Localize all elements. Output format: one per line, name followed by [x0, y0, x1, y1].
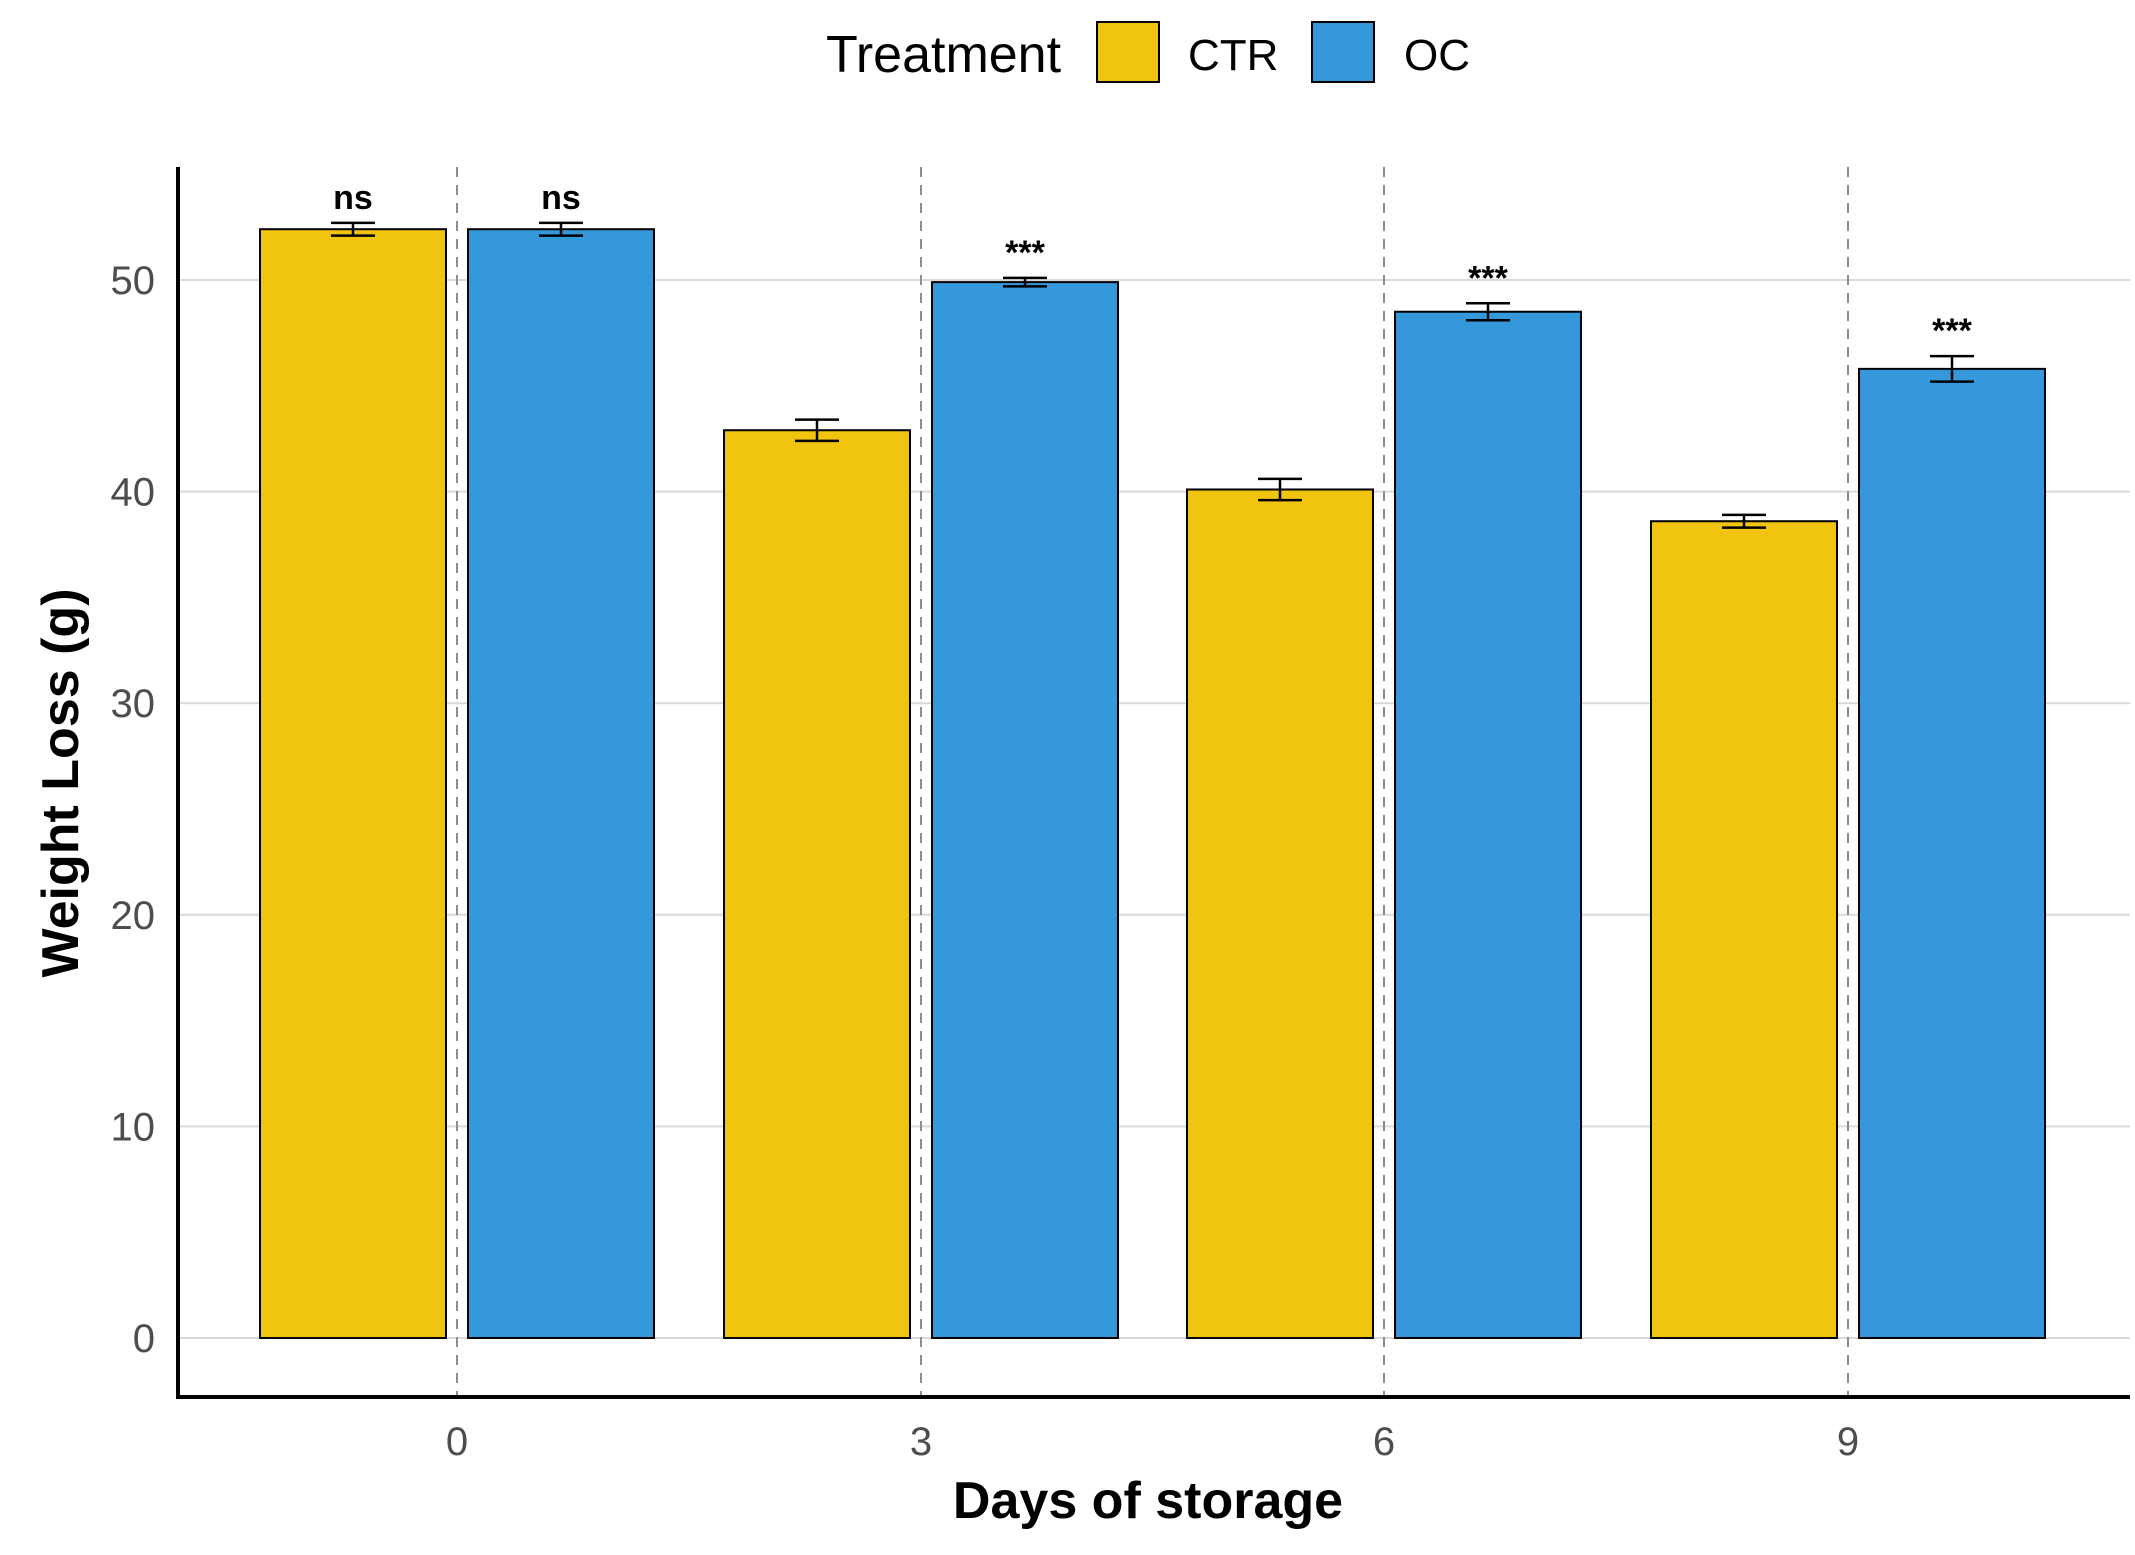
y-axis-title: Weight Loss (g)	[32, 588, 90, 977]
significance-label-ctr-day-0: ns	[333, 179, 373, 217]
x-tick-label: 0	[446, 1420, 468, 1464]
tick-labels: 0 10 20 30 40 50 0 3 6 9	[111, 259, 1860, 1464]
significance-label-day-9: ***	[1932, 312, 1972, 350]
error-bar-oc-day-3	[1003, 276, 1047, 288]
bar-oc-day-3	[931, 281, 1119, 1340]
legend-swatch-ctr	[1096, 21, 1160, 83]
bar-ctr-day-6	[1186, 488, 1374, 1339]
error-bar-oc-day-9	[1930, 354, 1974, 383]
legend-swatch-oc	[1311, 21, 1375, 83]
error-bar-oc-day-0	[539, 221, 583, 237]
category-separators	[456, 167, 1849, 1397]
error-bar-oc-day-6	[1466, 302, 1510, 322]
y-tick-label: 20	[111, 894, 156, 938]
bar-oc-day-6	[1394, 310, 1582, 1339]
y-tick-label: 30	[111, 682, 156, 726]
x-tick-label: 6	[1373, 1420, 1395, 1464]
bar-ctr-day-0	[259, 228, 447, 1340]
bar-ctr-day-9	[1650, 520, 1838, 1339]
x-tick-label: 9	[1837, 1420, 1859, 1464]
significance-labels: ns *** *** *** ns	[333, 179, 1972, 350]
y-tick-label: 0	[133, 1317, 155, 1361]
legend-title: Treatment	[826, 26, 1062, 84]
bar-oc-day-0	[467, 228, 655, 1340]
legend-label-oc: OC	[1404, 31, 1470, 80]
y-tick-label: 50	[111, 259, 156, 303]
significance-label-day-0: ns	[541, 179, 581, 217]
bars	[259, 228, 2046, 1340]
bar-oc-day-9	[1858, 367, 2046, 1339]
error-bar-ctr-day-0	[331, 221, 375, 237]
error-bar-ctr-day-6	[1258, 477, 1302, 502]
legend: Treatment CTR OC	[826, 21, 1470, 84]
y-tick-label: 10	[111, 1105, 156, 1149]
error-bar-ctr-day-9	[1722, 513, 1766, 529]
significance-label-day-3: ***	[1005, 234, 1045, 272]
x-tick-label: 3	[910, 1420, 932, 1464]
axes	[176, 167, 2130, 1399]
legend-label-ctr: CTR	[1188, 31, 1278, 80]
error-bars	[331, 221, 1974, 529]
y-tick-label: 40	[111, 471, 156, 515]
significance-label-day-6: ***	[1468, 259, 1508, 297]
x-axis-title: Days of storage	[953, 1472, 1343, 1530]
error-bar-ctr-day-3	[795, 418, 839, 443]
bar-ctr-day-3	[723, 429, 911, 1339]
